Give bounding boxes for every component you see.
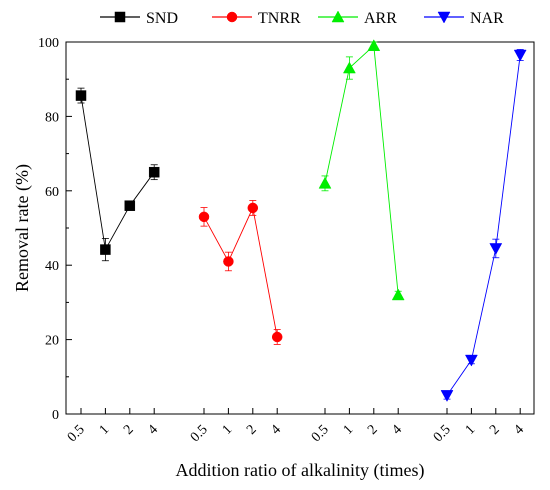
x-tick-label: 1 xyxy=(463,422,479,438)
legend-marker xyxy=(114,11,126,23)
series-layer xyxy=(75,39,527,402)
legend-item-tnrr: TNRR xyxy=(212,10,301,27)
data-point xyxy=(148,166,160,178)
series-snd xyxy=(75,87,160,262)
data-point xyxy=(318,176,332,189)
data-point xyxy=(367,39,381,51)
data-point xyxy=(271,331,283,343)
legend-item-arr: ARR xyxy=(318,10,397,27)
x-tick-label: 2 xyxy=(365,422,381,438)
x-tick-label: 4 xyxy=(268,422,284,438)
x-tick-label: 0.5 xyxy=(431,422,454,445)
data-point xyxy=(489,243,503,255)
y-tick-label: 40 xyxy=(45,259,59,274)
legend-item-nar: NAR xyxy=(424,10,504,27)
x-tick-label: 4 xyxy=(511,422,527,438)
data-point xyxy=(198,211,210,223)
legend-marker xyxy=(226,11,238,23)
data-point xyxy=(100,244,111,255)
y-tick-label: 20 xyxy=(45,334,59,349)
y-tick-label: 100 xyxy=(38,36,59,51)
series-line xyxy=(80,95,155,251)
legend-item-snd: SND xyxy=(100,10,178,27)
y-tick-label: 80 xyxy=(45,110,59,125)
y-axis-title: Removal rate (%) xyxy=(12,164,33,292)
x-tick-label: 4 xyxy=(145,422,161,438)
x-tick-label: 0.5 xyxy=(309,422,332,445)
x-tick-label: 1 xyxy=(97,422,113,438)
x-tick-label: 1 xyxy=(341,422,357,438)
data-point xyxy=(391,288,405,301)
legend-label: TNRR xyxy=(258,10,301,27)
data-point xyxy=(440,390,454,402)
data-point xyxy=(342,61,356,74)
legend-marker xyxy=(437,11,451,24)
x-tick-label: 1 xyxy=(220,422,236,438)
series-arr xyxy=(318,39,405,301)
plot-frame xyxy=(65,41,535,415)
y-tick-label: 0 xyxy=(52,408,59,423)
x-tick-label: 0.5 xyxy=(188,422,211,445)
series-tnrr xyxy=(198,200,283,345)
legend-label: SND xyxy=(146,10,178,27)
data-point xyxy=(75,90,87,101)
x-tick-label: 0.5 xyxy=(65,422,88,445)
legend-label: NAR xyxy=(470,10,504,27)
data-point xyxy=(223,256,234,267)
series-line xyxy=(324,44,399,296)
series-line xyxy=(446,54,521,396)
y-axis: 0 20 40 60 80 100 xyxy=(38,36,72,423)
x-tick-label: 2 xyxy=(487,422,503,438)
x-tick-label: 4 xyxy=(389,422,405,438)
x-tick-label: 2 xyxy=(121,422,137,438)
data-point xyxy=(247,202,259,214)
legend: SND TNRR ARR NAR xyxy=(100,10,504,27)
legend-marker xyxy=(331,10,345,23)
series-nar xyxy=(440,49,527,402)
series-line xyxy=(203,206,278,338)
data-point xyxy=(124,200,136,211)
legend-label: ARR xyxy=(364,10,397,27)
y-tick-label: 60 xyxy=(45,185,59,200)
data-point xyxy=(464,354,478,367)
x-tick-label: 2 xyxy=(244,422,260,438)
data-point xyxy=(513,49,527,62)
x-axis-title: Addition ratio of alkalinity (times) xyxy=(176,460,425,481)
